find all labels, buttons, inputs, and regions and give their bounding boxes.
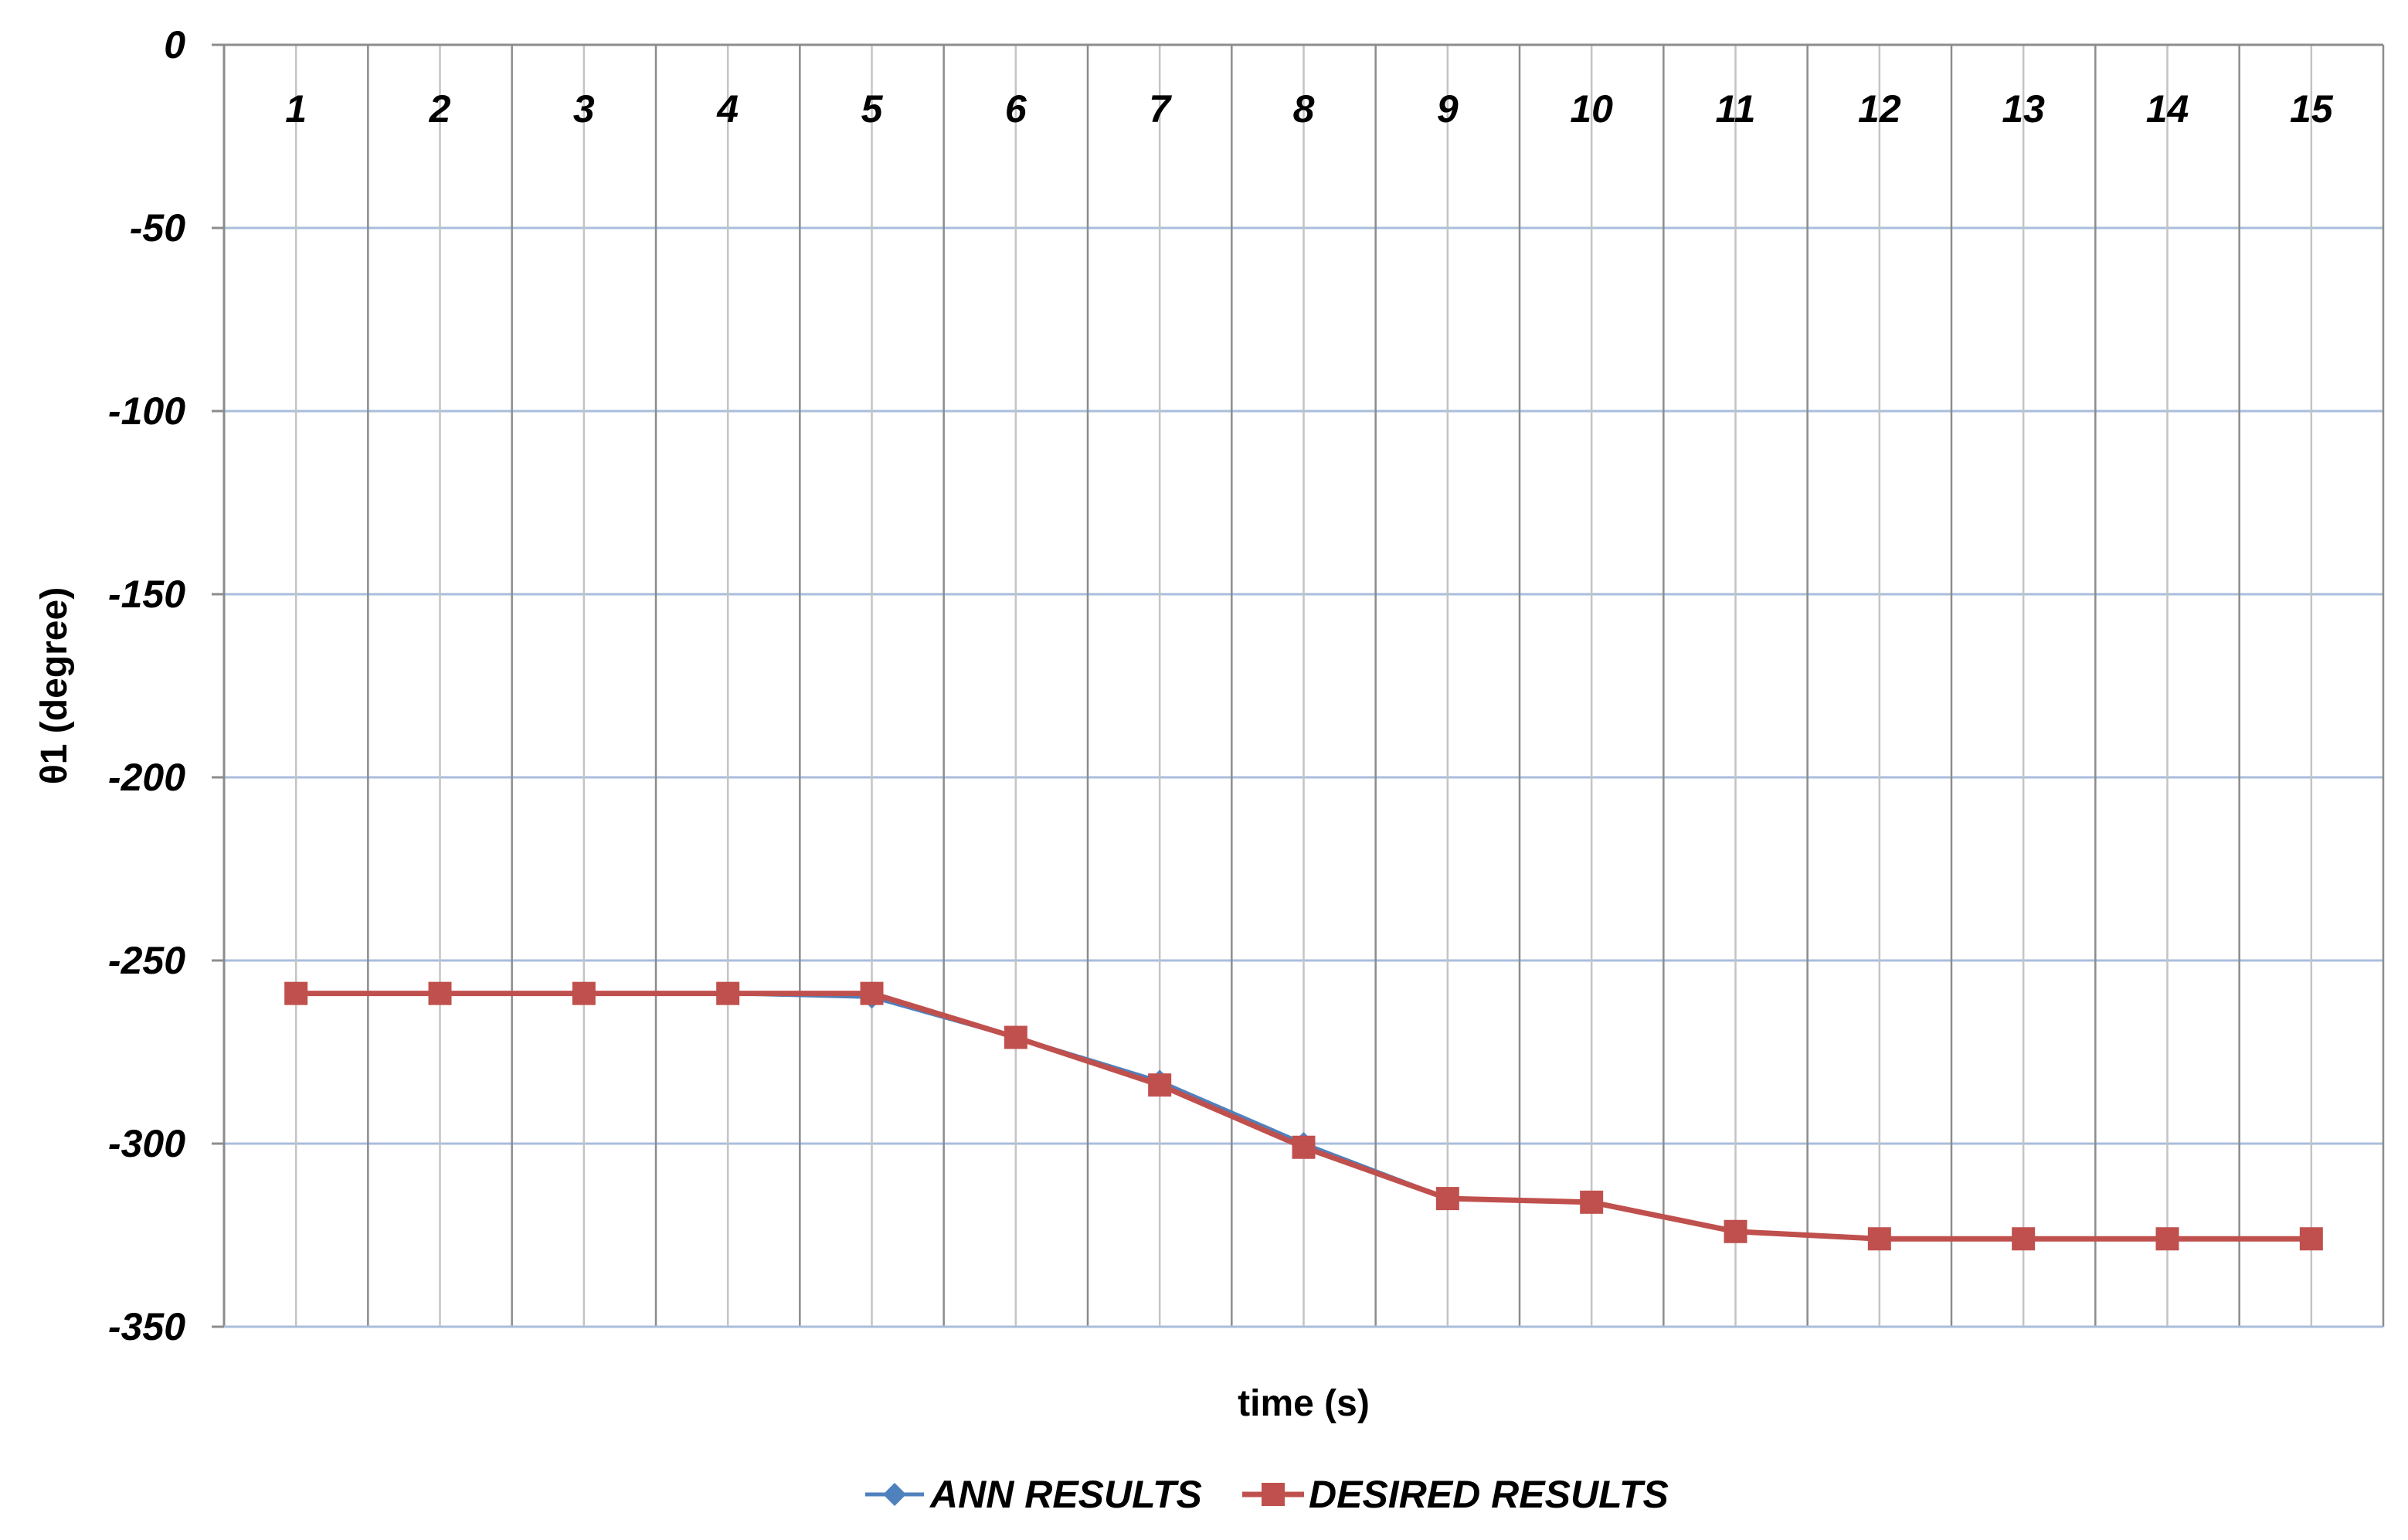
series-segment <box>869 991 1019 1041</box>
y-tick-labels: 0 -50 -100 -150 -200 -250 -300 -350 <box>108 23 185 1348</box>
data-point-square <box>860 981 884 1005</box>
x-tick-label: 2 <box>429 87 451 131</box>
x-tick-label: 10 <box>1570 87 1613 131</box>
x-tick-label: 14 <box>2146 87 2189 131</box>
x-axis-title: time (s) <box>1238 1383 1370 1424</box>
legend-square-marker-icon <box>1262 1483 1285 1506</box>
legend: ANN RESULTS DESIRED RESULTS <box>865 1473 1669 1516</box>
y-tick-label: -100 <box>108 389 185 433</box>
y-tick-label: -250 <box>108 939 185 982</box>
series-segment <box>1157 1079 1306 1146</box>
y-tick-label: -300 <box>108 1122 185 1165</box>
data-series <box>284 981 2323 1251</box>
y-tick-label: 0 <box>164 23 185 66</box>
data-point-square <box>572 981 596 1005</box>
x-tick-label: 6 <box>1005 87 1027 131</box>
legend-label: ANN RESULTS <box>929 1473 1202 1516</box>
data-point-square <box>716 981 740 1005</box>
data-point-square <box>2155 1227 2179 1251</box>
y-tick-label: -150 <box>108 573 185 616</box>
legend-diamond-marker-icon <box>883 1483 906 1506</box>
data-point-square <box>428 981 452 1005</box>
legend-label: DESIRED RESULTS <box>1309 1473 1669 1516</box>
y-tick-label: -350 <box>108 1305 185 1348</box>
data-point-square <box>1148 1073 1172 1097</box>
data-point-square <box>1724 1219 1747 1243</box>
y-axis-title: θ1 (degree) <box>34 587 75 784</box>
y-tick-label: -200 <box>108 756 185 799</box>
series-segment <box>1733 1229 1883 1242</box>
legend-item-ann-results: ANN RESULTS <box>865 1473 1202 1516</box>
x-tick-label: 15 <box>2290 87 2334 131</box>
series-segment <box>1013 1035 1163 1088</box>
x-tick-label: 9 <box>1437 87 1459 131</box>
axes <box>212 43 2383 1328</box>
legend-item-desired-results: DESIRED RESULTS <box>1242 1473 1669 1516</box>
x-tick-label: 7 <box>1149 87 1172 131</box>
data-point-square <box>1867 1227 1891 1251</box>
y-tick-label: -50 <box>130 206 185 250</box>
x-tick-label: 8 <box>1293 87 1315 131</box>
data-point-square <box>1580 1190 1604 1214</box>
x-tick-label: 11 <box>1716 87 1756 131</box>
x-tick-label: 1 <box>285 87 307 131</box>
data-point-square <box>1435 1187 1459 1211</box>
x-tick-label: 3 <box>573 87 595 131</box>
x-tick-label: 12 <box>1858 87 1901 131</box>
data-point-square <box>2299 1227 2323 1251</box>
series-segment <box>1156 1082 1306 1151</box>
series-desired-results <box>284 981 2323 1251</box>
x-tick-label: 4 <box>716 87 739 131</box>
x-tick-label: 5 <box>861 87 884 131</box>
x-tick-labels: 1 2 3 4 5 6 7 8 9 10 11 12 13 14 15 <box>285 87 2334 131</box>
data-point-square <box>2012 1227 2036 1251</box>
series-segment <box>1445 1195 1595 1205</box>
x-tick-label: 13 <box>2002 87 2045 131</box>
series-segment <box>1588 1199 1738 1235</box>
data-point-square <box>284 981 308 1005</box>
series-segment <box>1301 1144 1451 1202</box>
data-point-square <box>1292 1135 1316 1159</box>
data-point-square <box>1004 1025 1027 1049</box>
